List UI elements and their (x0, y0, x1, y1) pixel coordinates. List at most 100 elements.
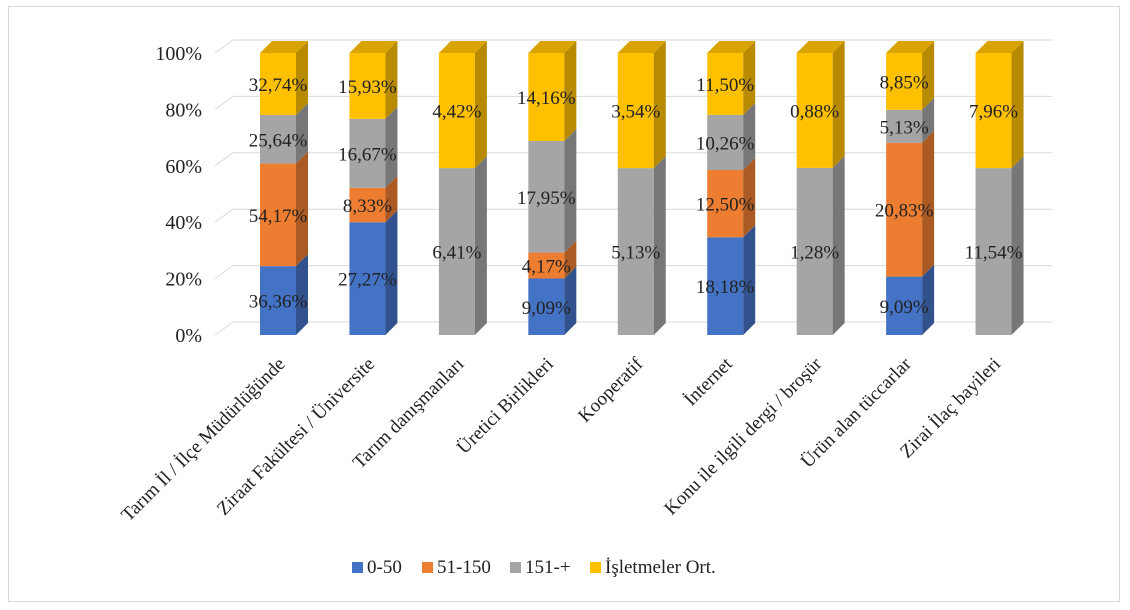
gridline-diag (214, 152, 234, 167)
x-category-label: Konu ile ilgili dergi / broşür (660, 353, 826, 519)
bar-segment (886, 264, 935, 335)
bar-side (653, 156, 666, 335)
bar-side (922, 264, 935, 335)
data-label: 11,50% (696, 75, 754, 96)
bar-top (617, 41, 666, 53)
bar-side (296, 151, 308, 267)
data-label: 16,67% (338, 144, 397, 165)
bar-front (975, 168, 1012, 335)
legend-item: İşletmeler Ort. (590, 557, 716, 578)
bar-front (707, 53, 744, 115)
bar-side (564, 240, 577, 279)
bar-front (438, 168, 475, 335)
legend-swatch (510, 562, 521, 573)
legend-swatch (352, 562, 363, 573)
bar-side (922, 41, 935, 110)
bar-segment (796, 155, 845, 335)
bar-side (296, 254, 308, 335)
bar-segment (260, 41, 308, 116)
gridline-diag (214, 321, 234, 336)
data-label: 20,83% (875, 201, 934, 222)
bar-front (349, 118, 386, 188)
bar-side (564, 266, 577, 335)
bar-segment (528, 41, 577, 142)
legend-item: 51-150 (422, 557, 491, 578)
bar-side (474, 156, 487, 335)
bar-segment (349, 210, 398, 335)
bar-side (922, 97, 935, 143)
bar-front (438, 53, 475, 169)
bar-side (832, 41, 845, 168)
bar-segment (349, 106, 398, 188)
y-tick-label: 20% (165, 269, 202, 291)
legend-label: 0-50 (367, 557, 402, 578)
data-label: 9,09% (522, 298, 571, 319)
bar-side (385, 106, 398, 188)
bar-side (743, 225, 756, 335)
data-label: 8,85% (880, 72, 929, 93)
data-label: 7,96% (969, 102, 1018, 123)
bar-segment (975, 41, 1024, 169)
legend-label: 51-150 (437, 557, 491, 578)
legend-item: 0-50 (352, 557, 402, 578)
bar-side (743, 41, 756, 115)
data-label: 6,41% (432, 243, 481, 264)
bar-segment (796, 41, 845, 168)
bar-side (653, 41, 666, 169)
bar-segment (975, 156, 1024, 335)
bar-side (1011, 41, 1024, 169)
y-tick-label: 80% (165, 99, 202, 121)
data-label: 36,36% (249, 292, 308, 313)
data-label: 4,17% (522, 257, 571, 278)
gridline-diag (214, 208, 234, 223)
data-label: 8,33% (343, 196, 392, 217)
bar-front (886, 109, 923, 143)
bar-segment (707, 41, 756, 115)
bar-top (349, 41, 398, 53)
bar-segment (349, 41, 398, 119)
bar-top (438, 41, 487, 53)
bar-front (528, 252, 565, 279)
data-label: 5,13% (611, 243, 660, 264)
x-category-label: Ziraat Fakültesi / Üniversite (213, 354, 379, 520)
y-tick-label: 100% (155, 43, 202, 65)
bar-segment (707, 102, 756, 171)
bar-front (260, 53, 296, 116)
gridline-diag (214, 95, 234, 110)
data-label: 11,54% (965, 243, 1023, 264)
bar-front (528, 141, 565, 253)
bar-front (528, 53, 565, 142)
bar-front (617, 53, 654, 169)
y-tick-label: 40% (165, 212, 202, 234)
bar-segment (617, 41, 666, 169)
bar-front (975, 53, 1012, 169)
bar-front (886, 276, 923, 335)
bar-side (743, 158, 756, 238)
bar-top (707, 41, 756, 53)
data-label: 14,16% (517, 88, 576, 109)
data-labels: 36,36% 54,17% 25,64% 32,74% 27,27% 8,33% 16,67… (249, 72, 1023, 318)
data-label: 27,27% (338, 270, 397, 291)
bar-side (296, 103, 308, 164)
bar-front (886, 53, 923, 110)
bar-segment (707, 225, 756, 335)
legend-swatch (590, 562, 601, 573)
x-category-label: İnternet (680, 353, 737, 410)
data-label: 1,28% (790, 242, 839, 263)
legend: 0-50 51-150 151-+ İşletmeler Ort. (352, 557, 716, 578)
bar-side (832, 155, 845, 335)
bar-front (260, 163, 296, 267)
y-tick-label: 60% (165, 156, 202, 178)
bar-front (260, 115, 296, 164)
bar-front (707, 114, 744, 171)
bar-top (796, 41, 845, 53)
bar-segment (528, 129, 577, 253)
gridline-diag (214, 265, 234, 280)
bar-side (385, 175, 398, 223)
bar-top (886, 41, 935, 53)
bar-front (349, 187, 386, 223)
data-label: 32,74% (249, 75, 308, 96)
data-label: 5,13% (880, 117, 929, 138)
bar-front (349, 53, 386, 119)
bar-side (922, 130, 935, 277)
